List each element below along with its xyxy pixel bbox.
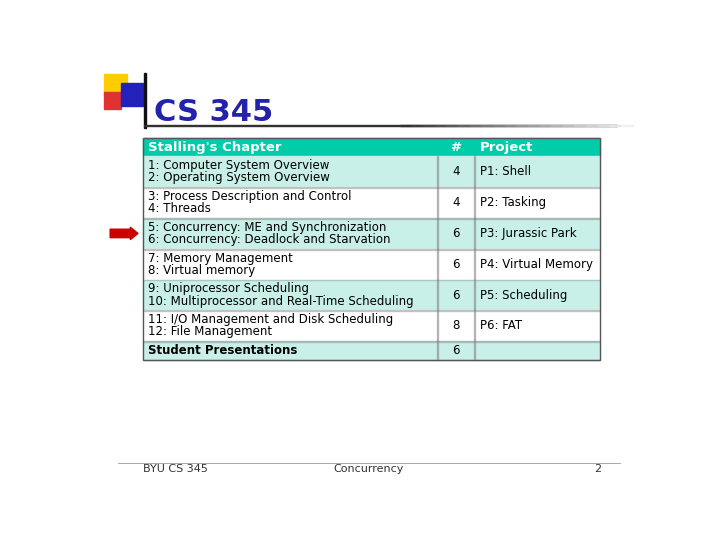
Bar	[143, 138, 600, 360]
Bar	[143, 218, 600, 249]
Bar	[474, 341, 475, 360]
Bar	[143, 249, 600, 280]
Text: 7: Memory Management: 7: Memory Management	[148, 252, 293, 265]
Bar	[586, 125, 598, 126]
Bar	[474, 280, 475, 310]
Text: 5: Concurrency: ME and Synchronization: 5: Concurrency: ME and Synchronization	[148, 221, 387, 234]
Bar	[505, 125, 516, 126]
Bar	[143, 157, 600, 187]
Text: P3: Jurassic Park: P3: Jurassic Park	[480, 227, 577, 240]
FancyArrow shape	[110, 227, 138, 240]
Bar	[144, 72, 145, 128]
Bar	[143, 341, 600, 360]
Bar	[469, 125, 482, 126]
Bar	[474, 310, 475, 341]
Text: 4: 4	[452, 196, 459, 209]
Bar	[104, 74, 127, 96]
Bar	[474, 187, 475, 218]
Bar	[435, 125, 446, 126]
Bar	[437, 157, 438, 187]
Text: P2: Tasking: P2: Tasking	[480, 196, 546, 209]
Bar	[143, 187, 600, 188]
Bar	[598, 125, 609, 126]
Text: BYU CS 345: BYU CS 345	[143, 464, 207, 474]
Text: 8: Virtual memory: 8: Virtual memory	[148, 264, 256, 277]
Text: 8: 8	[452, 319, 459, 332]
Text: #: #	[450, 141, 462, 154]
Text: 2: 2	[595, 464, 601, 474]
Bar	[121, 83, 143, 106]
Bar	[437, 218, 438, 249]
Text: 6: 6	[452, 227, 459, 240]
Bar	[621, 125, 632, 126]
Bar	[437, 341, 438, 360]
Text: 1: Computer System Overview: 1: Computer System Overview	[148, 159, 330, 172]
Bar	[144, 125, 617, 126]
Bar	[437, 310, 438, 341]
Bar	[104, 92, 121, 109]
Text: 6: 6	[452, 288, 459, 301]
Bar	[437, 187, 438, 218]
Bar	[143, 138, 600, 157]
Bar	[423, 125, 435, 126]
Bar	[412, 125, 423, 126]
Bar	[143, 218, 600, 219]
Bar	[437, 249, 438, 280]
Text: 4: 4	[452, 165, 459, 178]
Text: 9: Uniprocessor Scheduling: 9: Uniprocessor Scheduling	[148, 282, 309, 295]
Bar	[482, 125, 493, 126]
Text: 11: I/O Management and Disk Scheduling: 11: I/O Management and Disk Scheduling	[148, 313, 393, 326]
Bar	[493, 125, 505, 126]
Bar	[474, 249, 475, 280]
Bar	[516, 125, 528, 126]
Text: 2: Operating System Overview: 2: Operating System Overview	[148, 172, 330, 185]
Bar	[551, 125, 563, 126]
Text: 3: Process Description and Control: 3: Process Description and Control	[148, 190, 351, 203]
Text: 4: Threads: 4: Threads	[148, 202, 211, 215]
Text: Stalling's Chapter: Stalling's Chapter	[148, 141, 282, 154]
Bar	[575, 125, 586, 126]
Text: Concurrency: Concurrency	[334, 464, 404, 474]
Text: P6: FAT: P6: FAT	[480, 319, 522, 332]
Bar	[528, 125, 539, 126]
Text: P1: Shell: P1: Shell	[480, 165, 531, 178]
Bar	[474, 218, 475, 249]
Bar	[539, 125, 551, 126]
Bar	[143, 360, 600, 361]
Bar	[563, 125, 575, 126]
Text: P5: Scheduling: P5: Scheduling	[480, 288, 567, 301]
Text: 6: Concurrency: Deadlock and Starvation: 6: Concurrency: Deadlock and Starvation	[148, 233, 391, 246]
Bar	[609, 125, 621, 126]
Text: 6: 6	[452, 344, 459, 357]
Text: Project: Project	[480, 141, 534, 154]
Bar	[400, 125, 412, 126]
Text: P4: Virtual Memory: P4: Virtual Memory	[480, 258, 593, 271]
Bar	[437, 280, 438, 310]
Bar	[143, 280, 600, 310]
Bar	[474, 157, 475, 187]
Text: 10: Multiprocessor and Real-Time Scheduling: 10: Multiprocessor and Real-Time Schedul…	[148, 295, 414, 308]
Bar	[143, 187, 600, 218]
Text: 6: 6	[452, 258, 459, 271]
Bar	[143, 310, 600, 341]
Bar	[458, 125, 469, 126]
Bar	[143, 310, 600, 311]
Text: Student Presentations: Student Presentations	[148, 344, 297, 357]
Text: CS 345: CS 345	[153, 98, 273, 127]
Text: 12: File Management: 12: File Management	[148, 326, 272, 339]
Bar	[446, 125, 458, 126]
Bar	[143, 341, 600, 342]
